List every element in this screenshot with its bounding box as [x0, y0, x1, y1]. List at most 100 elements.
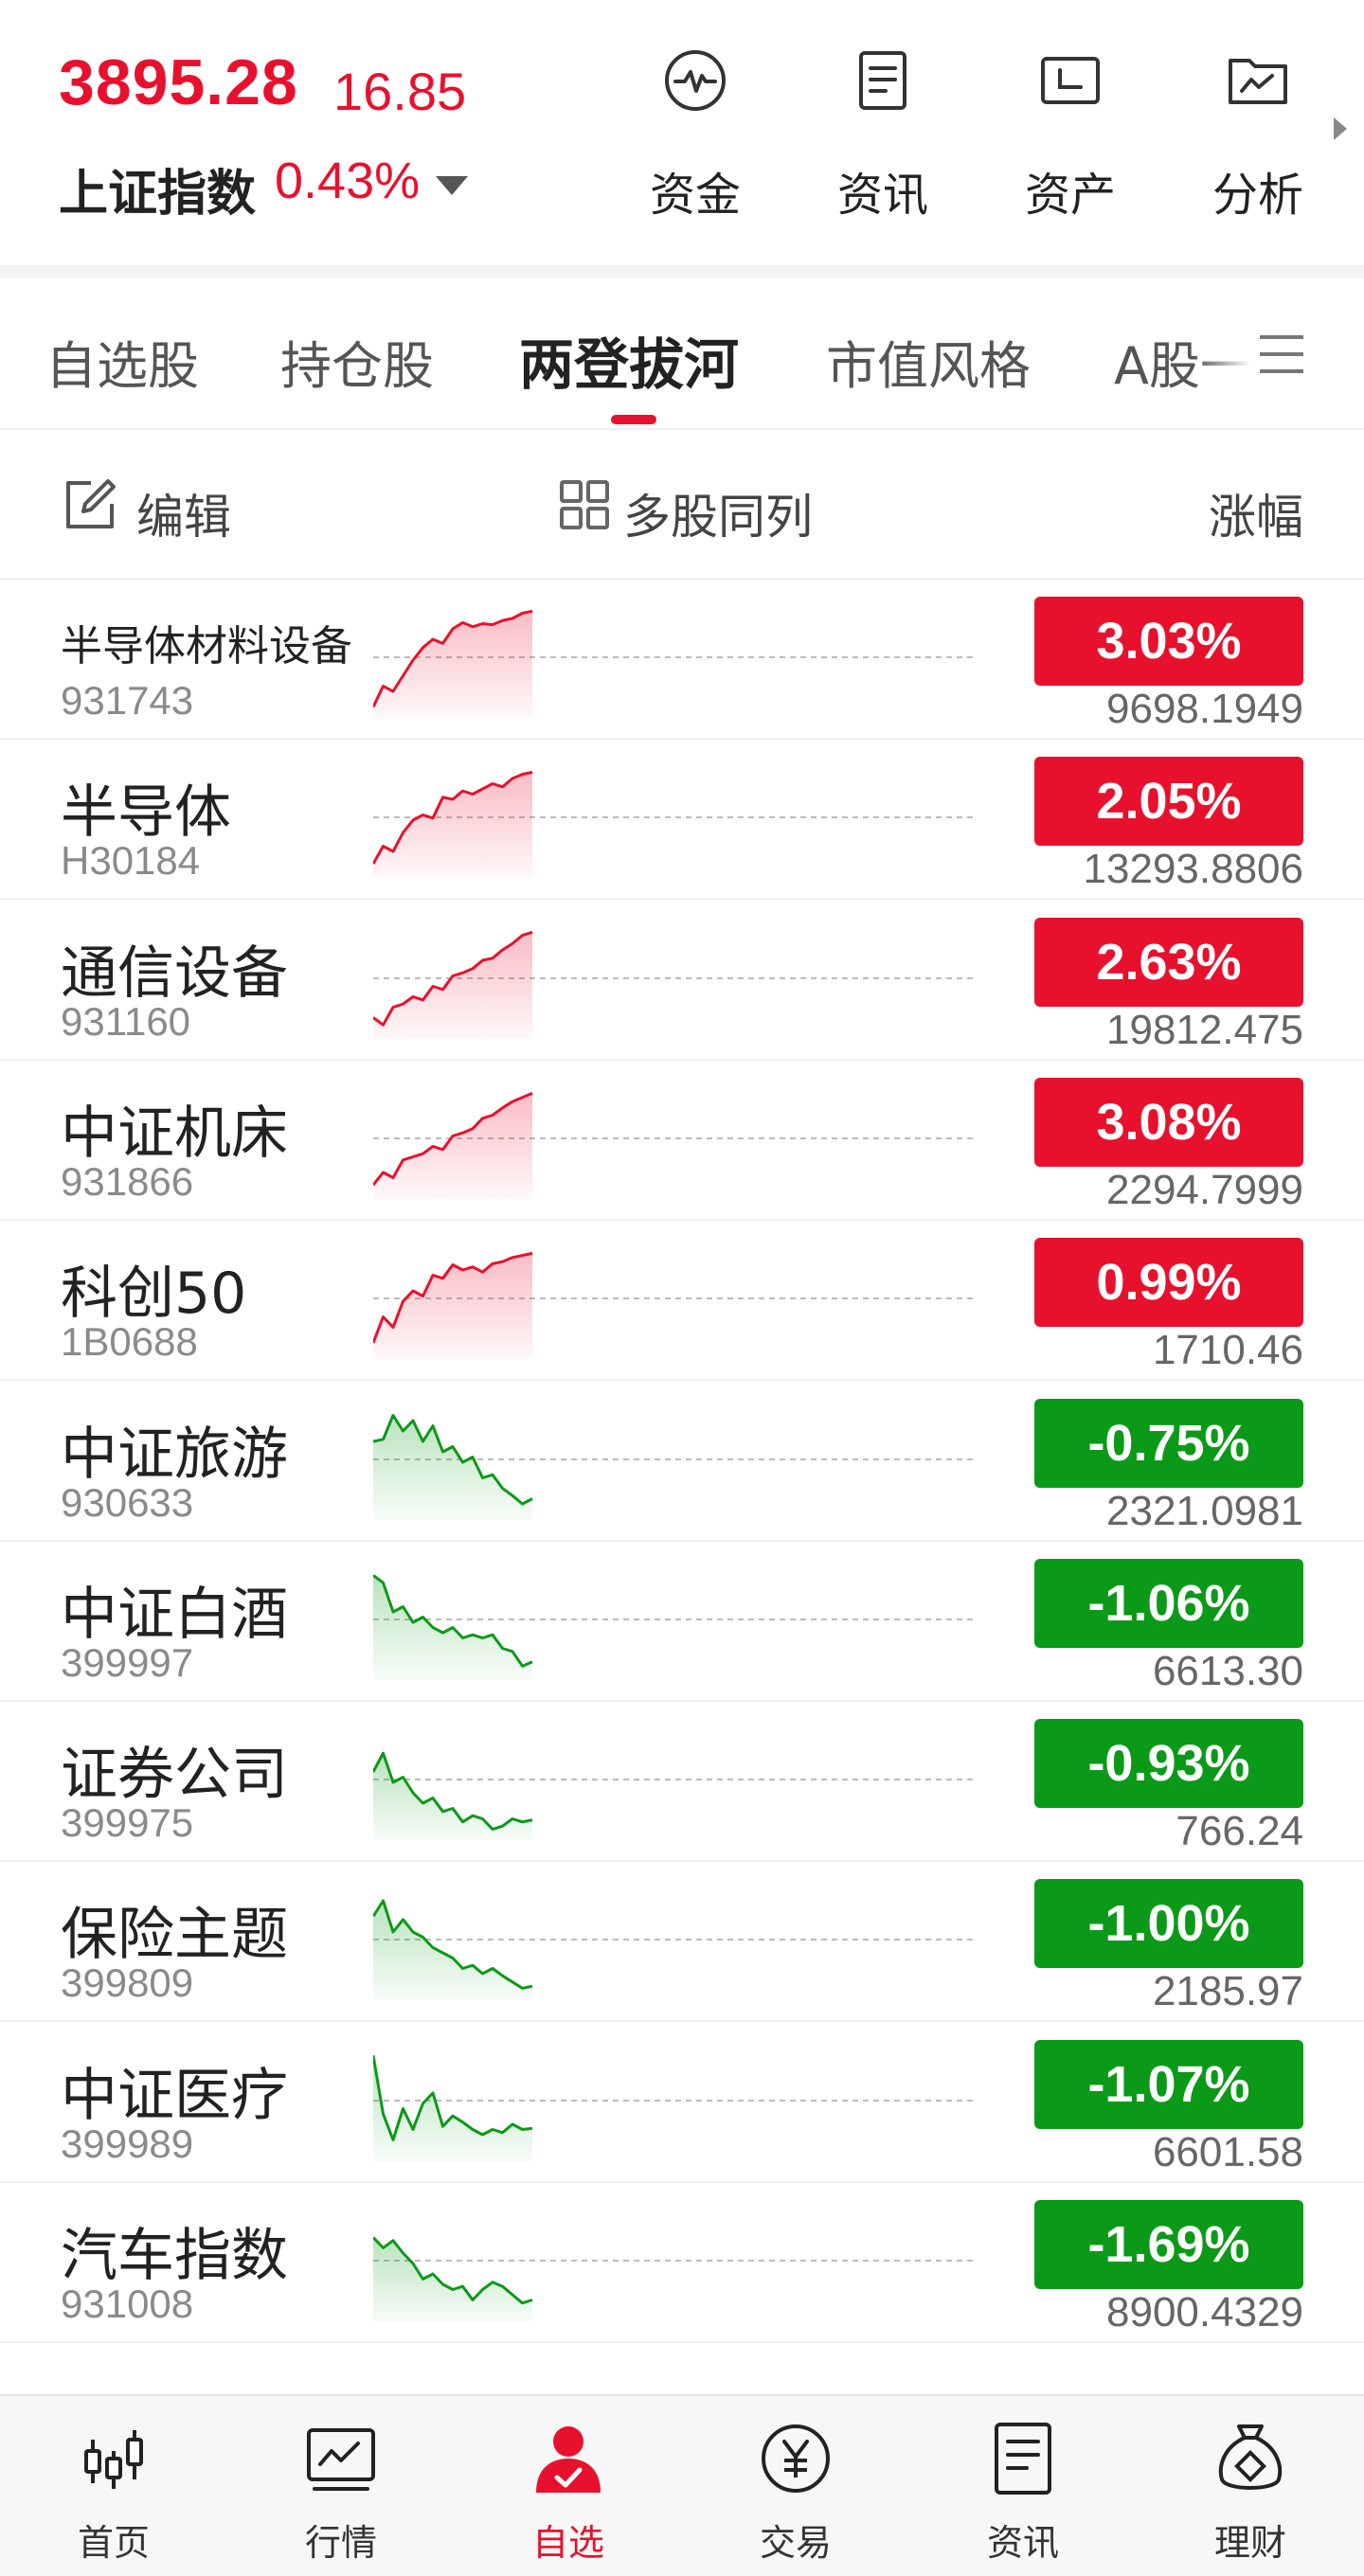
wallet-icon: [1041, 57, 1100, 104]
watchlist-tabs: 自选股 持仓股 两登拔河 市值风格 A股一: [0, 278, 1364, 430]
list-item[interactable]: 证券公司 399975 -0.93% 766.24: [0, 1702, 1364, 1863]
change-pct-badge[interactable]: 2.63%: [1034, 917, 1303, 1007]
nav-label: 自选: [531, 2522, 604, 2564]
sparkline-line: [373, 1413, 533, 1505]
sparkline-line: [373, 1091, 533, 1187]
nav-home[interactable]: 首页: [0, 2396, 227, 2576]
quick-action-label: 资产: [1024, 169, 1116, 222]
document-icon: [859, 51, 906, 110]
quick-action-news[interactable]: 资讯: [817, 49, 949, 222]
sparkline-line: [373, 1252, 533, 1344]
tab-menu-icon[interactable]: [1260, 335, 1303, 373]
nav-label: 行情: [304, 2522, 377, 2564]
nav-wealth[interactable]: 理财: [1137, 2396, 1364, 2576]
nav-watchlist[interactable]: 自选: [455, 2396, 682, 2576]
change-pct-badge[interactable]: 0.99%: [1034, 1238, 1303, 1328]
index-row-code: 931008: [61, 2281, 194, 2326]
index-row-code: 399975: [61, 1800, 194, 1846]
index-price[interactable]: 3895.28: [59, 46, 298, 118]
candlestick-icon: [84, 2430, 143, 2489]
sparkline-line: [373, 609, 533, 708]
index-row-price: 6613.30: [1152, 1647, 1303, 1694]
sparkline-line: [373, 2054, 533, 2141]
list-item[interactable]: 半导体材料设备 931743 3.03% 9698.1949: [0, 580, 1364, 740]
quick-action-funds[interactable]: 资金: [629, 49, 762, 222]
index-name[interactable]: 上证指数: [59, 166, 257, 223]
sparkline-chart: [373, 609, 976, 718]
index-header: 3895.28 16.85 上证指数 0.43% 资金 资讯 资产 分析: [0, 0, 1364, 265]
list-item[interactable]: 中证医疗 399989 -1.07% 6601.58: [0, 2023, 1364, 2183]
quick-action-label: 资讯: [836, 169, 928, 222]
sparkline-line: [373, 1751, 533, 1832]
sparkline-line: [373, 1574, 533, 1668]
sparkline-chart: [373, 1751, 976, 1841]
index-row-name: 汽车指数: [61, 2223, 288, 2289]
user-check-icon: [536, 2426, 601, 2493]
sparkline-chart: [373, 1899, 976, 2001]
money-bag-icon: [1218, 2424, 1283, 2490]
change-pct-badge[interactable]: -1.07%: [1034, 2039, 1303, 2129]
index-row-code: 1B0688: [61, 1319, 198, 1365]
index-row-price: 766.24: [1176, 1808, 1303, 1855]
list-item[interactable]: 中证旅游 930633 -0.75% 2321.0981: [0, 1382, 1364, 1542]
index-row-name: 半导体材料设备: [61, 622, 352, 671]
index-dropdown-caret-icon[interactable]: [436, 176, 468, 195]
tab-fade: [1194, 278, 1250, 428]
sparkline-area: [373, 772, 532, 879]
change-pct-badge[interactable]: -1.00%: [1034, 1879, 1303, 1969]
nav-label: 资讯: [986, 2522, 1059, 2564]
tab-tug-of-war[interactable]: 两登拔河: [519, 332, 740, 397]
sparkline-chart: [373, 1252, 976, 1360]
nav-label: 交易: [759, 2522, 832, 2564]
change-pct-badge[interactable]: -1.06%: [1034, 1558, 1303, 1648]
sparkline-chart: [373, 1413, 976, 1520]
list-item[interactable]: 半导体 H30184 2.05% 13293.8806: [0, 740, 1364, 901]
tab-holdings[interactable]: 持仓股: [280, 336, 434, 396]
change-pct-badge[interactable]: 2.05%: [1034, 757, 1303, 847]
index-row-code: 931160: [61, 998, 191, 1044]
tab-watchlist[interactable]: 自选股: [45, 336, 199, 396]
sparkline-line: [373, 2236, 533, 2305]
list-item[interactable]: 科创50 1B0688 0.99% 1710.46: [0, 1221, 1364, 1382]
index-pct: 0.43%: [275, 152, 421, 209]
list-item[interactable]: 通信设备 931160 2.63% 19812.475: [0, 901, 1364, 1061]
sparkline-chart: [373, 1091, 976, 1199]
index-row-price: 2185.97: [1152, 1968, 1303, 2015]
change-pct-badge[interactable]: -0.93%: [1034, 1719, 1303, 1809]
nav-market[interactable]: 行情: [227, 2396, 455, 2576]
sparkline-area: [373, 1415, 532, 1520]
list-item[interactable]: 保险主题 399809 -1.00% 2185.97: [0, 1862, 1364, 2023]
grid-icon[interactable]: [559, 479, 610, 530]
index-row-code: 930633: [61, 1479, 194, 1525]
yuan-coin-icon: [762, 2424, 830, 2493]
quick-action-assets[interactable]: 资产: [1004, 49, 1137, 222]
tab-market-cap-style[interactable]: 市值风格: [826, 336, 1031, 396]
nav-trade[interactable]: 交易: [682, 2396, 909, 2576]
more-arrow-icon[interactable]: [1334, 117, 1347, 140]
index-row-price: 9698.1949: [1106, 686, 1303, 732]
active-tab-indicator: [611, 415, 656, 424]
multi-stock-button[interactable]: 多股同列: [623, 490, 813, 545]
change-pct-badge[interactable]: 3.03%: [1034, 597, 1303, 686]
sparkline-chart: [373, 2054, 976, 2161]
change-pct-badge[interactable]: -0.75%: [1034, 1398, 1303, 1488]
quick-action-analysis[interactable]: 分析: [1192, 49, 1324, 222]
list-item[interactable]: 中证机床 931866 3.08% 2294.7999: [0, 1061, 1364, 1221]
news-icon: [995, 2423, 1051, 2495]
edit-button[interactable]: 编辑: [136, 490, 231, 545]
sparkline-chart: [373, 2236, 976, 2321]
bottom-nav: 首页 行情 自选 交易 资讯: [0, 2394, 1364, 2576]
nav-news[interactable]: 资讯: [909, 2396, 1137, 2576]
sparkline-area: [373, 1753, 532, 1841]
change-pct-badge[interactable]: 3.08%: [1034, 1077, 1303, 1167]
index-row-price: 8900.4329: [1106, 2289, 1303, 2335]
index-row-code: 931743: [61, 678, 194, 723]
sort-by-change-button[interactable]: 涨幅: [1209, 490, 1303, 545]
list-item[interactable]: 中证白酒 399997 -1.06% 6613.30: [0, 1542, 1364, 1702]
sparkline-area: [373, 1093, 532, 1199]
sparkline-chart: [373, 771, 976, 879]
edit-icon[interactable]: [63, 477, 117, 532]
list-item[interactable]: 汽车指数 931008 -1.69% 8900.4329: [0, 2183, 1364, 2343]
sparkline-area: [373, 931, 532, 1039]
change-pct-badge[interactable]: -1.69%: [1034, 2200, 1303, 2289]
